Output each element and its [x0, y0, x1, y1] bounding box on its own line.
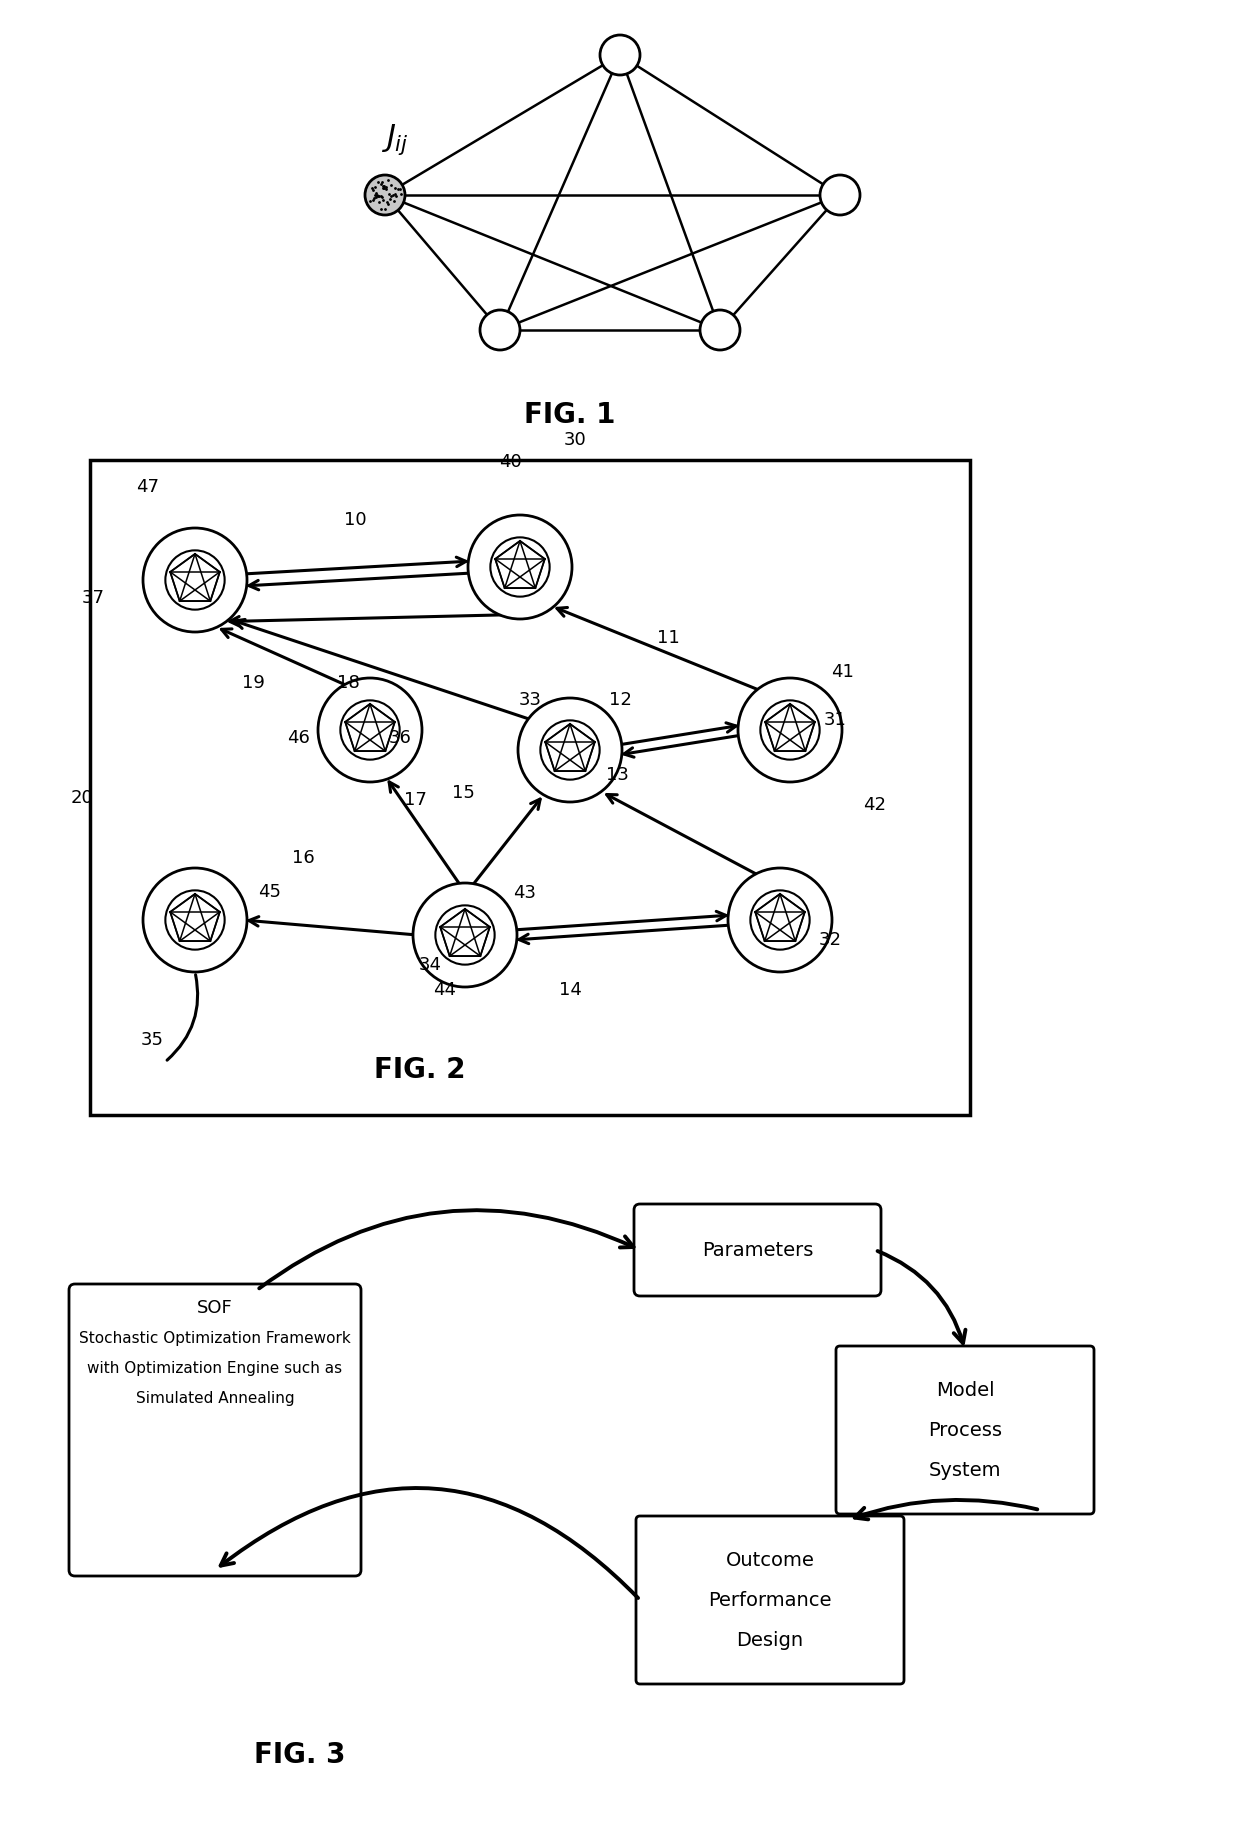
Text: 12: 12 — [609, 691, 631, 709]
Text: 32: 32 — [818, 932, 842, 948]
Circle shape — [701, 311, 740, 349]
Text: 41: 41 — [832, 664, 854, 682]
Text: 19: 19 — [242, 675, 264, 691]
FancyBboxPatch shape — [69, 1285, 361, 1575]
FancyBboxPatch shape — [836, 1345, 1094, 1515]
Circle shape — [760, 700, 820, 759]
Text: 47: 47 — [136, 478, 160, 496]
Text: FIG. 2: FIG. 2 — [374, 1057, 466, 1084]
FancyBboxPatch shape — [634, 1204, 880, 1296]
Text: 34: 34 — [419, 956, 441, 974]
Circle shape — [738, 678, 842, 781]
Text: 44: 44 — [434, 981, 456, 1000]
Text: 42: 42 — [863, 796, 887, 814]
Circle shape — [518, 698, 622, 801]
Text: 40: 40 — [498, 452, 521, 471]
Circle shape — [490, 537, 549, 597]
Circle shape — [143, 868, 247, 972]
Text: $J_{ij}$: $J_{ij}$ — [381, 123, 409, 158]
Text: 31: 31 — [823, 711, 847, 730]
Text: 15: 15 — [451, 785, 475, 801]
Text: 46: 46 — [286, 730, 310, 746]
Text: 13: 13 — [605, 766, 629, 785]
Text: 30: 30 — [564, 430, 587, 448]
Text: 20: 20 — [71, 789, 93, 807]
Text: System: System — [929, 1461, 1001, 1480]
Text: Performance: Performance — [708, 1590, 832, 1610]
Text: Parameters: Parameters — [702, 1241, 813, 1259]
Circle shape — [165, 550, 224, 610]
Text: FIG. 1: FIG. 1 — [525, 401, 616, 428]
Circle shape — [600, 35, 640, 75]
Circle shape — [541, 720, 600, 779]
Text: 33: 33 — [518, 691, 542, 709]
Text: 11: 11 — [657, 629, 680, 647]
Circle shape — [340, 700, 399, 759]
Circle shape — [143, 528, 247, 632]
Text: 37: 37 — [82, 588, 104, 607]
Text: Process: Process — [928, 1421, 1002, 1439]
Circle shape — [165, 890, 224, 950]
Text: Design: Design — [737, 1630, 804, 1649]
Text: 17: 17 — [403, 790, 427, 809]
Circle shape — [467, 515, 572, 619]
Text: 36: 36 — [388, 730, 412, 746]
Text: Simulated Annealing: Simulated Annealing — [135, 1391, 294, 1406]
Text: 18: 18 — [336, 675, 360, 691]
Circle shape — [365, 175, 405, 215]
Text: 14: 14 — [558, 981, 582, 1000]
Text: 43: 43 — [513, 884, 537, 902]
Text: 45: 45 — [258, 882, 281, 901]
Text: Outcome: Outcome — [725, 1551, 815, 1570]
Text: SOF: SOF — [197, 1299, 233, 1318]
Text: Stochastic Optimization Framework: Stochastic Optimization Framework — [79, 1331, 351, 1345]
Text: Model: Model — [936, 1380, 994, 1399]
Text: 35: 35 — [140, 1031, 164, 1049]
Circle shape — [820, 175, 861, 215]
Text: with Optimization Engine such as: with Optimization Engine such as — [88, 1360, 342, 1375]
Text: FIG. 3: FIG. 3 — [254, 1741, 346, 1768]
Text: 16: 16 — [291, 849, 315, 868]
Circle shape — [435, 906, 495, 965]
Circle shape — [750, 890, 810, 950]
Circle shape — [317, 678, 422, 781]
Circle shape — [480, 311, 520, 349]
Circle shape — [413, 882, 517, 987]
Bar — [91, 460, 970, 1116]
FancyBboxPatch shape — [636, 1516, 904, 1684]
Text: 10: 10 — [343, 511, 366, 529]
Circle shape — [728, 868, 832, 972]
